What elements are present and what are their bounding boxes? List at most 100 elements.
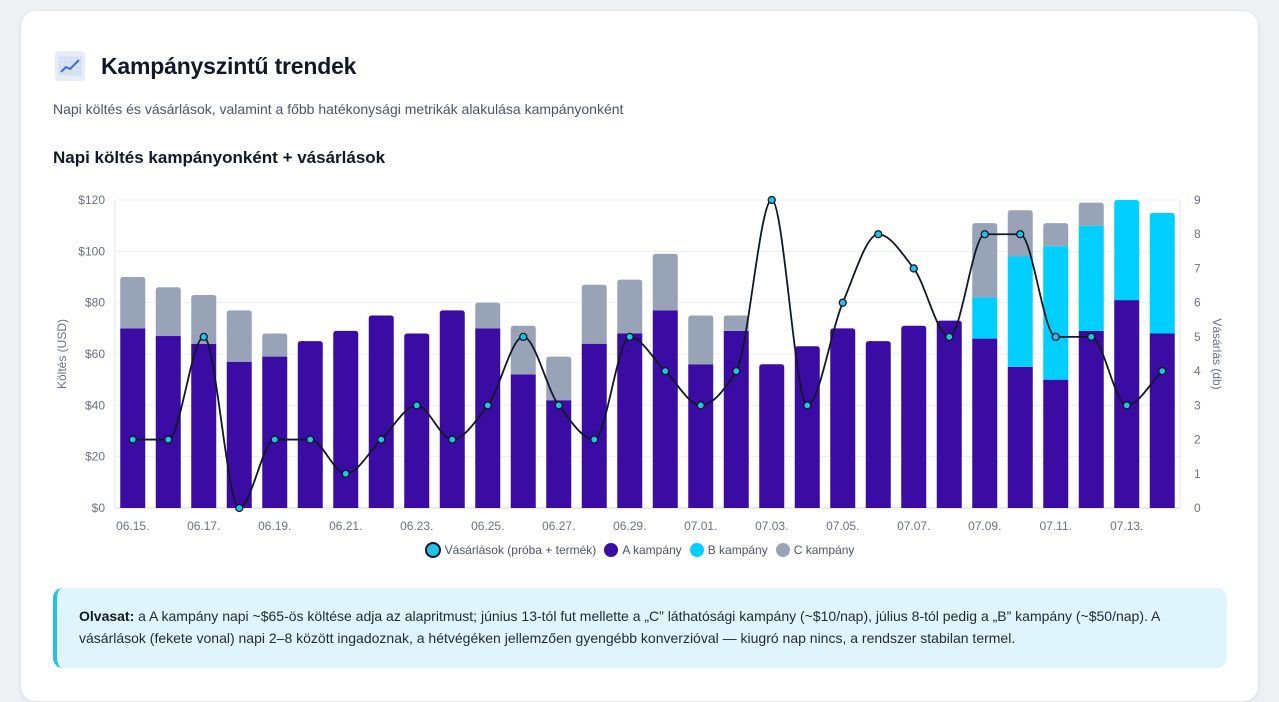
page-subtitle: Napi költés és vásárlások, valamint a fő… [53, 101, 624, 117]
y-tick-label-right: 0 [1194, 501, 1201, 515]
x-tick-label: 07.01. [684, 519, 717, 533]
purchases-point [164, 435, 173, 444]
bar-campaign-b [1007, 256, 1033, 367]
bar-campaign-a [972, 338, 998, 508]
y-tick-label-right: 6 [1194, 296, 1201, 310]
chart-trend-icon [55, 51, 85, 81]
legend-label: C kampány [793, 543, 855, 557]
legend-swatch-campaign-b [689, 543, 704, 557]
trends-card: Kampányszintű trendek Napi költés és vás… [20, 10, 1259, 702]
bar-campaign-a [333, 330, 359, 508]
purchases-point [1087, 332, 1096, 342]
legend-swatch-campaign-a [604, 543, 619, 557]
purchases-point [199, 332, 208, 342]
bar-campaign-c [688, 315, 714, 365]
purchases-point [874, 230, 883, 239]
bar-campaign-c [191, 294, 217, 344]
bar-campaign-b [972, 297, 998, 339]
bar-campaign-c [723, 315, 749, 331]
bar-campaign-c [155, 287, 181, 337]
bar-campaign-c [546, 356, 572, 401]
y-axis-title-left: Költés (USD) [55, 319, 69, 389]
purchases-point [235, 503, 244, 513]
purchases-point [341, 469, 350, 478]
bar-campaign-c [617, 279, 643, 334]
bar-campaign-a [1078, 330, 1104, 508]
purchases-point [767, 195, 776, 205]
purchases-point [625, 332, 634, 342]
bar-campaign-b [1043, 246, 1069, 380]
purchases-point [412, 401, 421, 410]
purchases-point [377, 435, 386, 444]
x-tick-label: 07.05. [826, 519, 859, 533]
purchases-point [519, 332, 528, 342]
bar-campaign-a [901, 325, 927, 508]
bar-campaign-a [439, 310, 465, 508]
x-tick-label: 06.21. [329, 519, 362, 533]
purchases-point [554, 401, 563, 410]
x-tick-label: 06.19. [258, 519, 291, 533]
purchases-point [448, 435, 457, 444]
bar-campaign-c [475, 302, 501, 329]
bar-campaign-a [759, 364, 785, 508]
section-header: Kampányszintű trendek [55, 51, 356, 81]
legend-item-purchases[interactable]: Vásárlások (próba + termék) [424, 542, 597, 558]
legend-label: A kampány [622, 543, 682, 557]
bar-campaign-b [1078, 225, 1104, 331]
purchases-point [980, 230, 989, 239]
y-tick-label-left: $20 [85, 450, 105, 464]
legend-item-campaign-b[interactable]: B kampány [689, 542, 768, 558]
x-tick-label: 06.15. [116, 519, 149, 533]
bar-campaign-a [723, 330, 749, 508]
purchases-point [945, 332, 954, 342]
bar-campaign-c [510, 325, 536, 375]
bar-campaign-a [191, 343, 217, 508]
note-lead: Olvasat: [79, 608, 135, 624]
purchases-point [1016, 230, 1025, 239]
purchases-point [661, 366, 670, 376]
purchases-point [1051, 332, 1060, 342]
bar-campaign-c [1043, 223, 1069, 247]
purchases-point [483, 401, 492, 410]
bar-campaign-a [546, 400, 572, 508]
y-tick-label-right: 1 [1194, 467, 1201, 481]
y-tick-label-left: $120 [78, 193, 105, 207]
bar-campaign-a [830, 328, 856, 508]
x-tick-label: 07.13. [1110, 519, 1143, 533]
bar-campaign-a [368, 315, 394, 508]
purchases-point [803, 401, 812, 410]
purchases-point [1158, 366, 1167, 376]
legend-item-campaign-c[interactable]: C kampány [775, 542, 855, 558]
bar-campaign-a [262, 356, 288, 508]
x-tick-label: 07.09. [968, 519, 1001, 533]
y-tick-label-left: $0 [92, 501, 106, 515]
bar-campaign-a [297, 341, 323, 508]
bar-campaign-a [120, 328, 146, 508]
bar-campaign-c [120, 277, 146, 329]
reading-note: Olvasat: a A kampány napi ~$65-ös költés… [53, 588, 1227, 668]
bar-campaign-c [1078, 202, 1104, 226]
bar-campaign-a [652, 310, 678, 508]
y-tick-label-left: $40 [85, 398, 105, 412]
bar-campaign-c [581, 284, 607, 344]
bar-campaign-a [1043, 379, 1069, 508]
y-tick-label-right: 9 [1194, 193, 1201, 207]
bar-campaign-c [262, 333, 288, 357]
y-tick-label-right: 3 [1194, 398, 1201, 412]
y-tick-label-right: 2 [1194, 433, 1201, 447]
bar-campaign-a [865, 341, 891, 508]
bar-campaign-a [475, 328, 501, 508]
legend-label: Vásárlások (próba + termék) [444, 543, 597, 557]
bar-campaign-c [652, 253, 678, 311]
purchases-point [732, 366, 741, 376]
x-tick-label: 07.07. [897, 519, 930, 533]
y-tick-label-right: 5 [1194, 330, 1201, 344]
y-tick-label-right: 8 [1194, 227, 1201, 241]
y-tick-label-left: $60 [85, 347, 105, 361]
x-tick-label: 07.03. [755, 519, 788, 533]
legend-item-campaign-a[interactable]: A kampány [604, 542, 682, 558]
y-tick-label-left: $80 [85, 296, 105, 310]
bar-campaign-a [617, 333, 643, 508]
purchases-point [909, 264, 918, 273]
legend-swatch-campaign-c [775, 543, 790, 557]
